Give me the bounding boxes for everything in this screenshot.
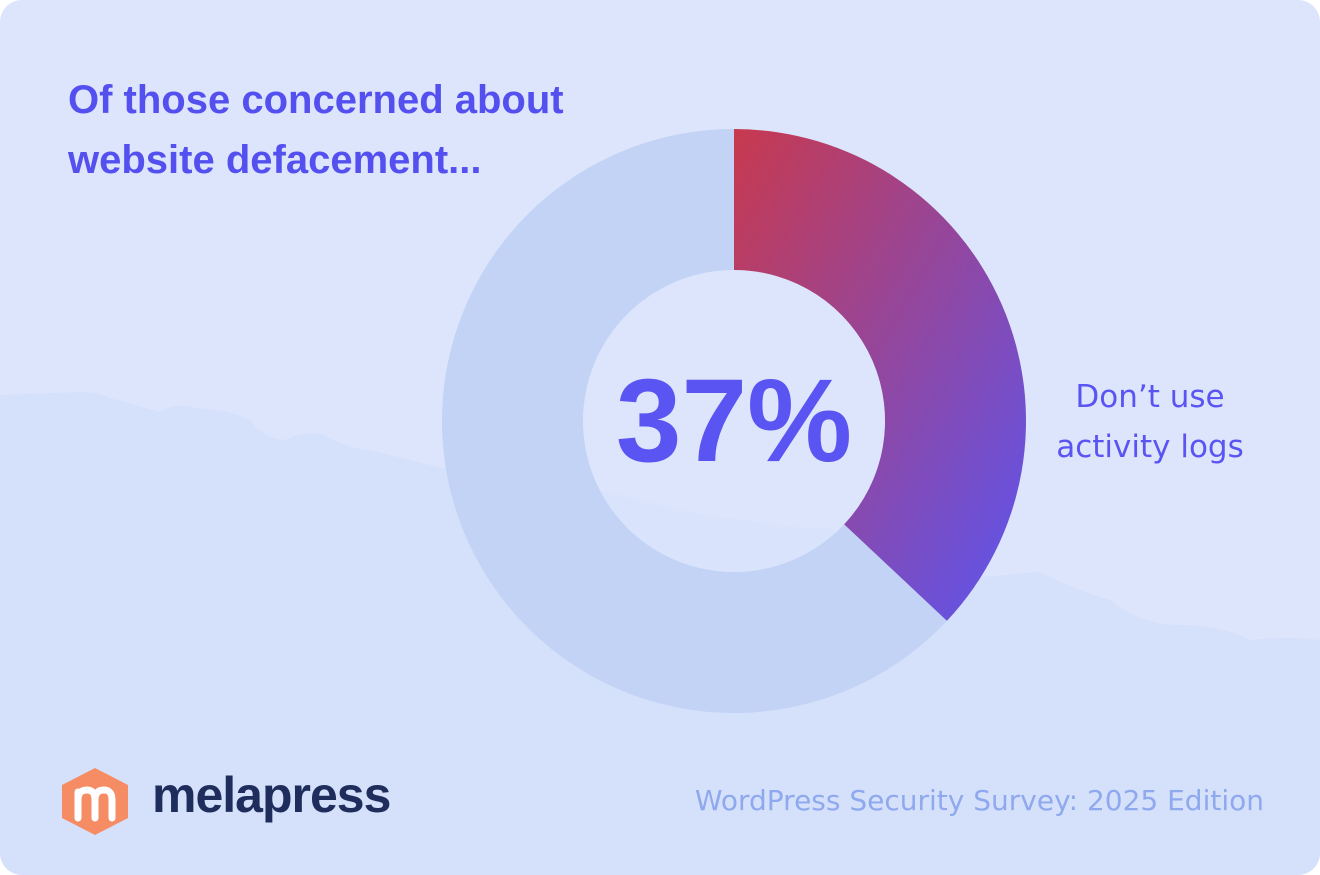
donut-hole: [583, 270, 885, 572]
chart-title: Of those concerned about website defacem…: [68, 78, 564, 182]
logo-mark: [74, 786, 116, 822]
segment-label: Don’t use activity logs: [1056, 379, 1244, 465]
brand-logo: [62, 768, 128, 835]
center-value-label: 37%: [616, 355, 852, 487]
footer: WordPress Security Survey: 2025 Edition: [694, 784, 1264, 817]
donut-segment: [734, 129, 1026, 621]
donut-segment: [441, 129, 947, 713]
brand-name: melapress: [152, 767, 391, 823]
donut: [441, 129, 1026, 713]
